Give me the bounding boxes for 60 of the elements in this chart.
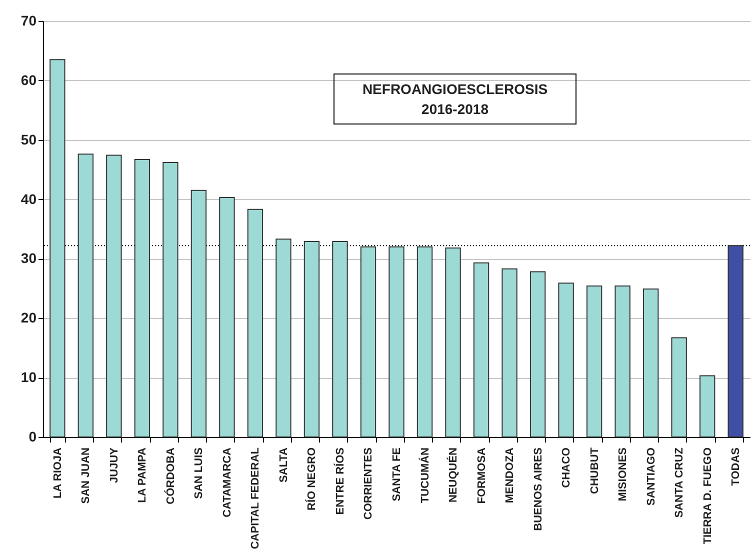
x-tick-label: MENDOZA [504,447,516,504]
bar [276,238,292,438]
bar [162,162,178,438]
bar [558,282,574,438]
x-tick-label: CHACO [560,447,573,488]
y-tick-label: 20 [20,310,37,326]
bar [388,246,404,438]
x-tick-label: MISIONES [617,448,630,502]
bar [502,268,518,438]
x-tick-label: LA PAMPA [136,447,149,503]
bar [671,337,687,438]
bar [50,59,66,438]
x-tick-label: TODAS [730,448,742,486]
x-tick-label: SALTA [278,447,290,483]
x-tick-label: JUJUY [108,446,120,483]
bar [304,240,320,438]
x-tick-label: SANTA CRUZ [674,447,686,518]
x-tick-label: BUENOS AIRES [532,448,544,531]
bar [699,375,716,438]
x-tick-label: ENTRE RÍOS [333,448,346,515]
x-tick-label: SANTA FE [391,448,403,502]
bar [416,246,433,438]
bar [332,240,348,438]
text: 2016-2018 [422,101,489,117]
y-tick-label: 50 [20,131,37,148]
y-tick-label: 60 [20,72,37,88]
x-tick-label: NEUQUÉN [446,447,460,503]
y-tick-label: 40 [20,190,37,207]
bar [728,245,744,438]
x-tick-label: CHUBUT [588,447,601,494]
y-tick-label: 30 [20,250,37,266]
bar [614,286,630,438]
x-tick-label: LA RIOJA [52,447,64,498]
bar [219,197,235,438]
x-tick-label: SANTIAGO [645,447,658,506]
y-tick-label: 10 [20,369,37,386]
text: NEFROANGIOESCLEROSIS [362,81,548,97]
bar [445,248,461,438]
x-tick-label: TUCUMÁN [418,447,432,504]
bar [586,286,602,438]
x-tick-label: SAN LUIS [193,448,206,499]
y-tick-label: 70 [20,12,37,28]
bar [473,262,490,438]
x-tick-label: RÍO NEGRO [305,447,318,510]
y-tick-label: 0 [28,428,37,444]
bar [530,271,546,438]
x-tick-label: SAN JUAN [80,447,92,504]
x-tick-label: TIERRA D. FUEGO [702,447,714,544]
bar [190,190,207,438]
bar [247,208,264,438]
bar [78,154,94,438]
x-tick-label: CÓRDOBA [164,447,177,504]
bar [106,154,122,438]
x-tick-label: CAPITAL FEDERAL [250,447,262,550]
x-tick-label: CATAMARCA [221,447,234,518]
x-tick-label: CORRIENTES [362,448,375,520]
bar [642,288,659,438]
bar [134,158,150,438]
bar [360,246,376,438]
x-tick-label: FORMOSA [476,447,488,504]
